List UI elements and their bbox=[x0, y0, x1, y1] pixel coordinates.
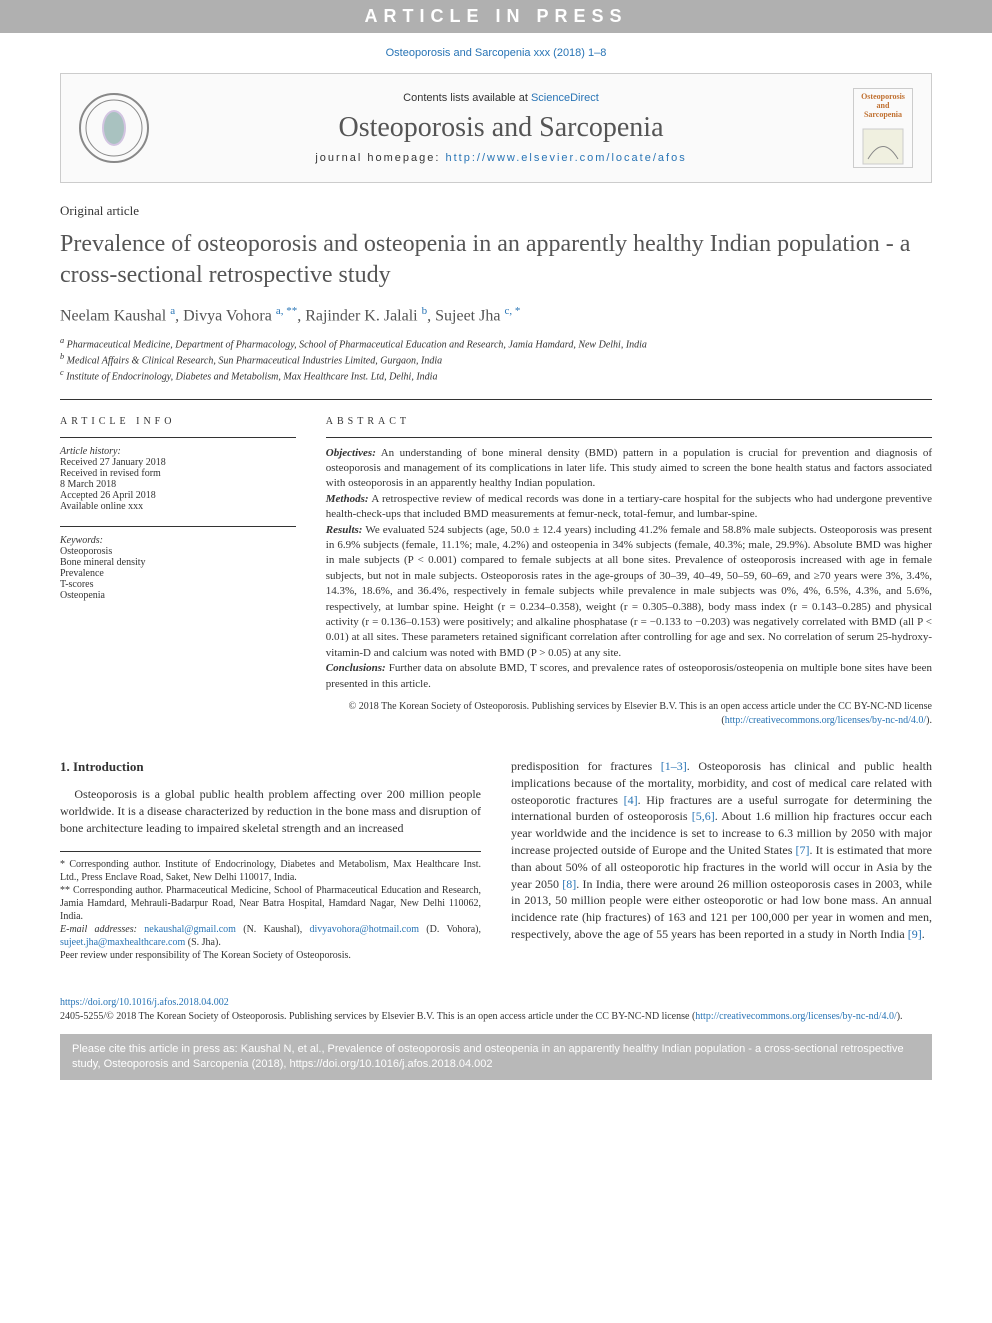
article-info: ARTICLE INFO Article history: Received 2… bbox=[60, 416, 296, 728]
article-title: Prevalence of osteoporosis and osteopeni… bbox=[60, 229, 932, 291]
history-label: Article history: bbox=[60, 446, 121, 457]
keywords-label: Keywords: bbox=[60, 535, 103, 546]
citation-line: Osteoporosis and Sarcopenia xxx (2018) 1… bbox=[0, 33, 992, 73]
section-heading: 1. Introduction bbox=[60, 758, 481, 776]
ref-link[interactable]: [8] bbox=[562, 877, 576, 891]
license-link[interactable]: http://creativecommons.org/licenses/by-n… bbox=[695, 1011, 896, 1022]
authors: Neelam Kaushal a, Divya Vohora a, **, Ra… bbox=[60, 305, 932, 325]
ref-link[interactable]: [9] bbox=[908, 927, 922, 941]
footnotes: * Corresponding author. Institute of End… bbox=[60, 851, 481, 962]
journal-header: Contents lists available at ScienceDirec… bbox=[60, 73, 932, 183]
cite-box: Please cite this article in press as: Ka… bbox=[60, 1034, 932, 1081]
body-text: 1. Introduction Osteoporosis is a global… bbox=[60, 758, 932, 962]
email-link[interactable]: divyavohora@hotmail.com bbox=[310, 924, 419, 935]
ref-link[interactable]: [5,6] bbox=[692, 809, 715, 823]
homepage-link[interactable]: http://www.elsevier.com/locate/afos bbox=[446, 152, 687, 164]
abstract: ABSTRACT Objectives: An understanding of… bbox=[326, 416, 932, 728]
license-link[interactable]: http://creativecommons.org/licenses/by-n… bbox=[725, 715, 926, 726]
doi-link[interactable]: https://doi.org/10.1016/j.afos.2018.04.0… bbox=[60, 997, 229, 1008]
email-link[interactable]: nekaushal@gmail.com bbox=[144, 924, 236, 935]
ref-link[interactable]: [1–3] bbox=[661, 759, 687, 773]
email-link[interactable]: sujeet.jha@maxhealthcare.com bbox=[60, 937, 185, 948]
article-type: Original article bbox=[60, 203, 932, 219]
ref-link[interactable]: [4] bbox=[624, 793, 638, 807]
contents-available: Contents lists available at ScienceDirec… bbox=[149, 92, 853, 104]
sciencedirect-link[interactable]: ScienceDirect bbox=[531, 92, 599, 104]
society-logo bbox=[79, 93, 149, 163]
doi-block: https://doi.org/10.1016/j.afos.2018.04.0… bbox=[60, 996, 932, 1024]
journal-homepage: journal homepage: http://www.elsevier.co… bbox=[149, 152, 853, 164]
affiliations: a Pharmaceutical Medicine, Department of… bbox=[60, 336, 932, 383]
ref-link[interactable]: [7] bbox=[796, 843, 810, 857]
journal-name: Osteoporosis and Sarcopenia bbox=[149, 112, 853, 144]
article-in-press-banner: ARTICLE IN PRESS bbox=[0, 0, 992, 33]
journal-cover: Osteoporosis and Sarcopenia bbox=[853, 88, 913, 168]
